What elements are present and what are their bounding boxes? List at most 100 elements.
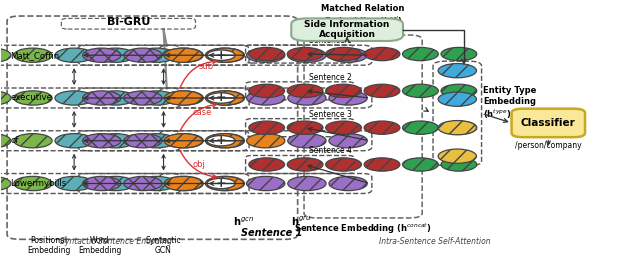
Circle shape [14,91,52,105]
Circle shape [246,176,285,191]
Circle shape [206,176,244,191]
Circle shape [329,134,367,148]
Circle shape [165,176,204,191]
Circle shape [205,48,244,62]
Circle shape [55,134,93,148]
Circle shape [364,47,400,61]
Text: Sentence 4: Sentence 4 [309,147,352,156]
Circle shape [287,158,323,171]
Circle shape [403,84,438,98]
Text: /person/company: /person/company [515,141,582,150]
Circle shape [438,63,476,78]
Text: Sentence 3: Sentence 3 [309,110,352,119]
Circle shape [96,176,134,191]
Text: Positional
Embedding: Positional Embedding [27,236,70,255]
Circle shape [246,48,285,62]
FancyBboxPatch shape [291,18,403,41]
Text: Syntactic Sentence Encoding: Syntactic Sentence Encoding [60,237,172,246]
Circle shape [164,176,202,191]
Circle shape [287,84,323,98]
Circle shape [326,121,362,134]
Circle shape [287,121,323,134]
Circle shape [329,176,367,191]
Text: Lowermybills: Lowermybills [10,179,67,188]
Circle shape [403,121,438,134]
Text: h$^{gcn}$: h$^{gcn}$ [233,215,254,228]
Circle shape [14,176,52,191]
Circle shape [55,48,93,62]
Circle shape [438,149,476,163]
Circle shape [288,48,326,62]
Circle shape [364,121,400,134]
Circle shape [249,121,285,134]
Circle shape [124,48,162,62]
Text: +: + [216,177,227,190]
Circle shape [205,176,244,191]
Circle shape [403,47,438,61]
Circle shape [326,84,362,98]
Text: Sentence 2: Sentence 2 [309,73,352,82]
Circle shape [326,47,362,61]
Text: case: case [192,108,212,117]
Circle shape [438,92,476,106]
Circle shape [14,48,52,62]
Circle shape [441,158,477,171]
Text: +: + [216,49,227,62]
Text: Sentence 1: Sentence 1 [309,36,352,45]
Circle shape [165,91,204,105]
Circle shape [124,176,162,191]
Text: sub: sub [198,62,214,71]
Circle shape [249,84,285,98]
Circle shape [96,48,134,62]
Circle shape [83,176,121,191]
Circle shape [207,93,235,103]
Circle shape [441,84,477,98]
Circle shape [246,134,285,148]
Circle shape [55,176,93,191]
Circle shape [96,134,134,148]
Circle shape [364,158,400,171]
Circle shape [83,91,121,105]
Circle shape [249,158,285,171]
Circle shape [164,134,202,148]
Text: obj: obj [192,160,205,169]
Circle shape [206,48,244,62]
Circle shape [14,134,52,148]
Circle shape [165,134,204,148]
Circle shape [164,91,202,105]
FancyBboxPatch shape [511,109,585,137]
Circle shape [206,91,244,105]
Circle shape [287,47,323,61]
Text: Sentence 1: Sentence 1 [241,228,303,238]
Text: Sentence Embedding (h$^{concat}$): Sentence Embedding (h$^{concat}$) [294,222,432,236]
Circle shape [55,91,93,105]
Text: Syntactic
GCN: Syntactic GCN [146,236,181,255]
Text: h$^{gru}$: h$^{gru}$ [291,215,311,228]
Circle shape [441,121,477,134]
Text: +: + [216,134,227,147]
Circle shape [249,47,285,61]
Text: Intra-Sentence Self-Attention: Intra-Sentence Self-Attention [379,237,491,246]
Circle shape [205,91,244,105]
Circle shape [0,48,11,62]
Circle shape [364,84,400,98]
Circle shape [207,178,235,189]
Circle shape [83,48,121,62]
Circle shape [288,134,326,148]
Text: Matched Relation
Embedding (h$^{rel}$): Matched Relation Embedding (h$^{rel}$) [321,4,404,29]
Circle shape [0,134,11,148]
Circle shape [246,91,285,105]
Circle shape [438,120,476,135]
Circle shape [96,91,134,105]
Text: Entity Type
Embedding
(h$^{type}$): Entity Type Embedding (h$^{type}$) [483,86,536,121]
Circle shape [205,134,244,148]
Text: Matt_Coffin: Matt_Coffin [10,51,60,60]
Text: of: of [10,136,19,145]
Text: executive: executive [10,93,52,102]
Text: +: + [216,92,227,104]
Circle shape [329,48,367,62]
Text: Bi-GRU: Bi-GRU [107,17,150,27]
Circle shape [165,48,204,62]
Circle shape [124,91,162,105]
Circle shape [138,176,175,191]
